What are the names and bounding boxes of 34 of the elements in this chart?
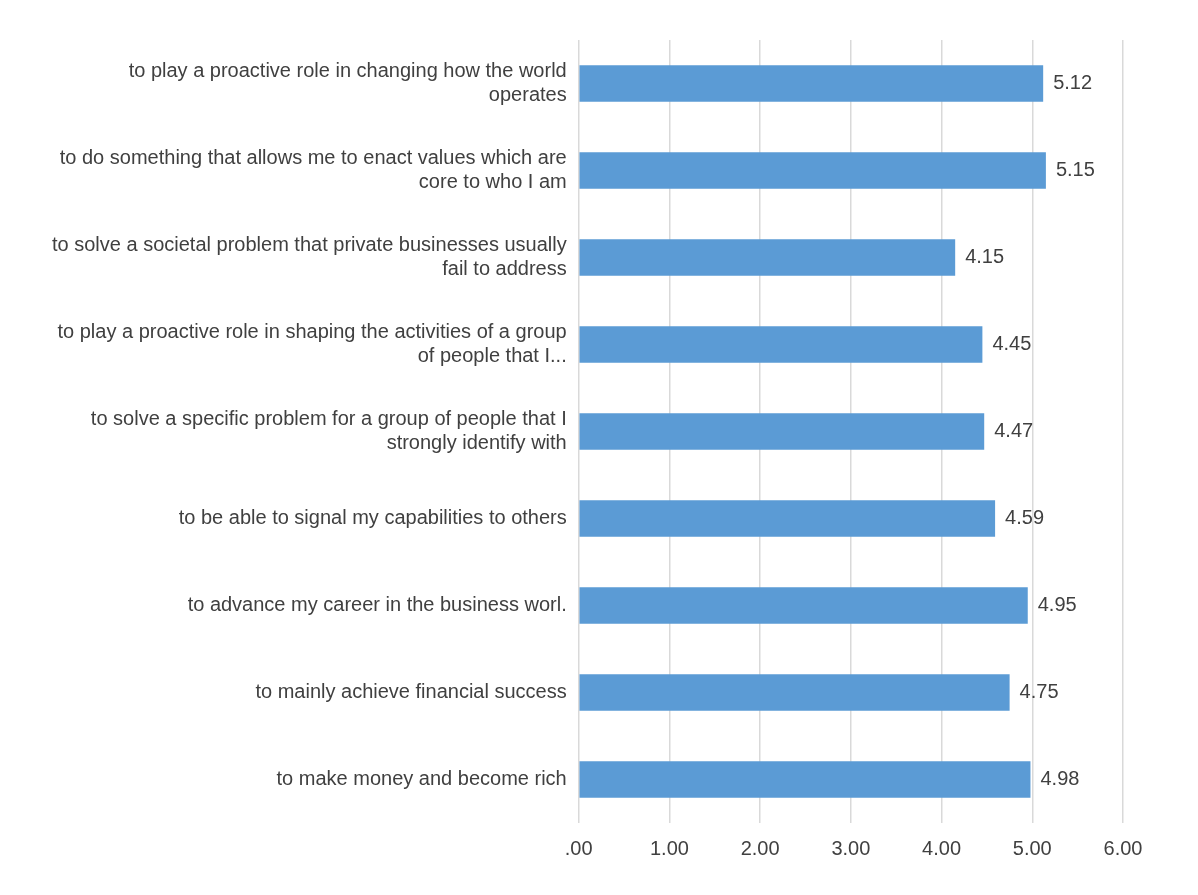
bar (579, 326, 983, 363)
x-tick-label: 3.00 (831, 836, 871, 859)
y-tick-label: to mainly achieve financial success (255, 680, 567, 703)
x-tick-label: 5.00 (1012, 836, 1052, 859)
data-label: 5.12 (1053, 71, 1093, 94)
bar (579, 761, 1031, 798)
y-tick-label: to advance my career in the business worl. (187, 593, 567, 616)
data-label: 4.15 (965, 245, 1005, 268)
x-tick-label: 2.00 (740, 836, 780, 859)
y-tick-label: to be able to signal my capabilities to others (178, 506, 567, 529)
data-label: 5.15 (1055, 158, 1095, 181)
bar (579, 413, 985, 450)
data-label: 4.45 (992, 332, 1032, 355)
x-tick-label: 1.00 (649, 836, 689, 859)
x-tick-label: .00 (564, 836, 593, 859)
y-tick-label: to play a proactive role in changing how the world operates (128, 59, 567, 106)
bar (579, 239, 956, 276)
x-tick-label: 4.00 (922, 836, 962, 859)
data-label: 4.59 (1005, 506, 1045, 529)
y-tick-label: to make money and become rich (276, 767, 567, 790)
bar (579, 152, 1046, 189)
data-label: 4.95 (1037, 593, 1077, 616)
data-label: 4.98 (1040, 767, 1080, 790)
x-tick-label: 6.00 (1103, 836, 1143, 859)
y-tick-label: to solve a societal problem that private businesses usually fail to address (52, 233, 567, 280)
y-tick-label: to play a proactive role in shaping the activities of a group of people that I... (57, 320, 567, 367)
data-label: 4.75 (1019, 680, 1059, 703)
data-label: 4.47 (994, 419, 1034, 442)
y-tick-label: to do something that allows me to enact values which are core to who I am (59, 146, 567, 193)
bar (579, 65, 1044, 102)
bar (579, 674, 1010, 711)
bar (579, 587, 1028, 624)
bar (579, 500, 996, 537)
y-tick-label: to solve a specific problem for a group of people that I strongly identify with (90, 407, 567, 454)
